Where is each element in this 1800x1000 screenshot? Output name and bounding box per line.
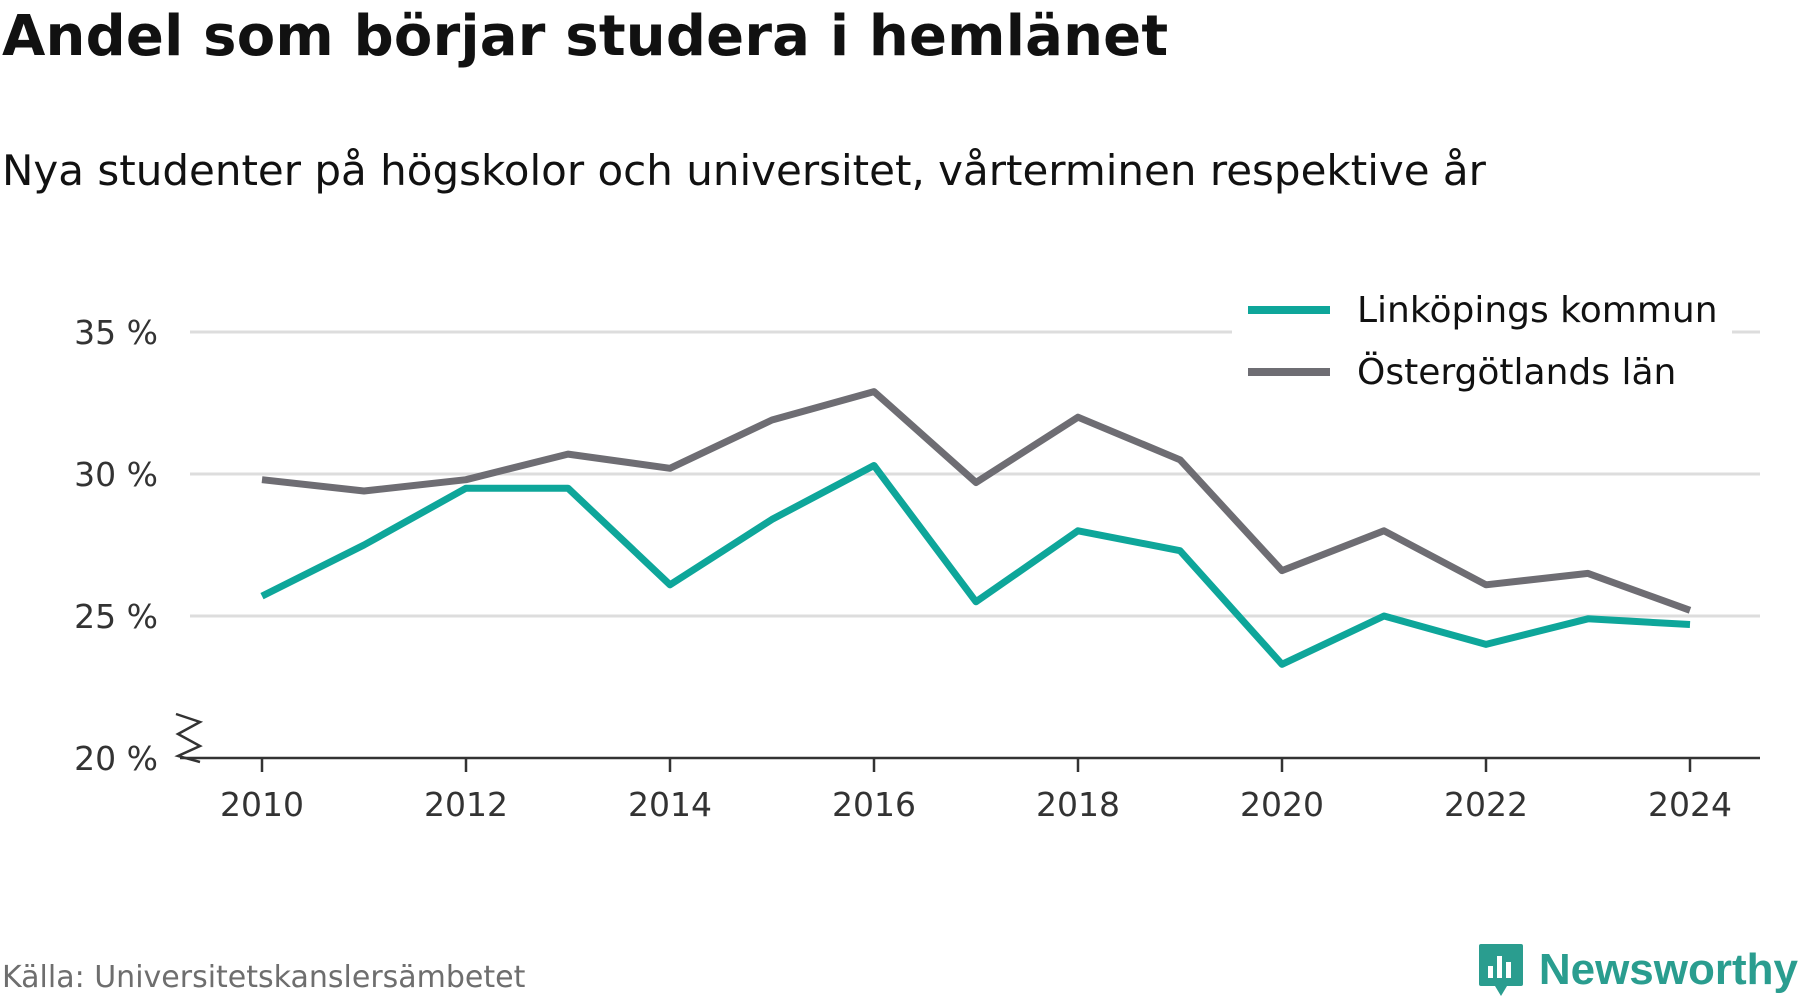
- series-lines: [260, 388, 1692, 668]
- y-tick-label: 25 %: [74, 597, 158, 636]
- series-line-ostergotland: [261, 388, 1692, 614]
- x-axis: 2010 2012 2014 2016 2018 2020 2022 2024: [180, 756, 1760, 824]
- y-axis-tick-labels: 20 % 25 % 30 % 35 %: [74, 313, 204, 778]
- legend-background: [1232, 278, 1732, 400]
- x-tick-label: 2016: [832, 785, 916, 824]
- chart-subtitle: Nya studenter på högskolor och universit…: [2, 146, 1486, 195]
- legend-label: Östergötlands län: [1357, 351, 1676, 393]
- x-tick-label: 2018: [1036, 785, 1120, 824]
- x-tick-label: 2024: [1648, 785, 1732, 824]
- x-tick-label: 2012: [424, 785, 508, 824]
- x-tick-label: 2022: [1444, 785, 1528, 824]
- legend: Linköpings kommun Östergötlands län: [1232, 278, 1732, 400]
- x-tick-label: 2010: [220, 785, 304, 824]
- source-note: Källa: Universitetskanslersämbetet: [2, 960, 526, 995]
- chart-title: Andel som börjar studera i hemlänet: [2, 4, 1169, 69]
- x-tick-label: 2020: [1240, 785, 1324, 824]
- brand-name: Newsworthy: [1538, 945, 1798, 994]
- bar-chart-speech-bubble-icon: [1478, 944, 1523, 996]
- axis-break-zigzag-icon: [174, 712, 204, 764]
- y-tick-label: 35 %: [74, 313, 158, 352]
- series-line-linkoping: [260, 462, 1691, 668]
- x-tick-label: 2014: [628, 785, 712, 824]
- y-tick-label: 30 %: [74, 455, 158, 494]
- legend-label: Linköpings kommun: [1357, 290, 1718, 331]
- y-tick-label: 20 %: [74, 739, 158, 778]
- brand-logo: Newsworthy: [1477, 940, 1798, 1000]
